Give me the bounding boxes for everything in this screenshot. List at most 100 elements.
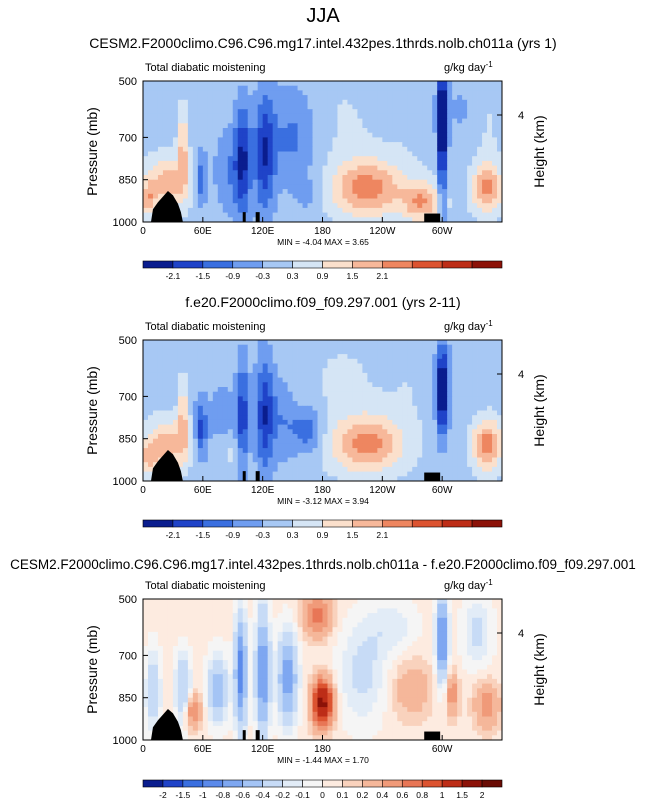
heatmap-cell: [452, 81, 458, 87]
heatmap-cell: [302, 170, 308, 176]
heatmap-cell: [267, 424, 274, 430]
heatmap-cell: [282, 608, 288, 614]
heatmap-cell: [257, 349, 264, 355]
heatmap-cell: [437, 603, 443, 609]
heatmap-cell: [442, 466, 448, 472]
heatmap-cell: [377, 617, 383, 623]
heatmap-cell: [367, 622, 373, 628]
heatmap-cell: [257, 415, 264, 421]
heatmap-cell: [327, 391, 333, 397]
heatmap-cell: [487, 212, 493, 218]
heatmap-cell: [492, 193, 498, 199]
heatmap-cell: [427, 363, 433, 369]
heatmap-cell: [242, 613, 249, 619]
heatmap-cell: [357, 424, 363, 430]
heatmap-cell: [387, 349, 393, 355]
heatmap-cell: [382, 622, 388, 628]
heatmap-cell: [412, 95, 418, 101]
heatmap-cell: [467, 189, 473, 195]
heatmap-cell: [342, 81, 348, 87]
heatmap-cell: [462, 340, 468, 346]
heatmap-cell: [372, 377, 378, 383]
heatmap-cell: [227, 203, 234, 209]
heatmap-cell: [242, 627, 249, 633]
heatmap-cell: [342, 175, 348, 181]
heatmap-cell: [412, 419, 418, 425]
heatmap-cell: [302, 109, 308, 115]
heatmap-cell: [167, 142, 174, 148]
heatmap-cell: [337, 391, 343, 397]
heatmap-cell: [377, 599, 383, 605]
heatmap-cell: [482, 151, 488, 157]
heatmap-cell: [297, 217, 303, 223]
heatmap-cell: [202, 391, 209, 397]
heatmap-cell: [437, 429, 443, 435]
heatmap-cell: [162, 340, 169, 346]
heatmap-cell: [207, 151, 214, 157]
y-tick-label: 700: [119, 391, 137, 403]
heatmap-cell: [322, 81, 328, 87]
heatmap-cell: [367, 175, 373, 181]
y2-tick-label: 4: [518, 369, 524, 381]
heatmap-cell: [262, 377, 269, 383]
heatmap-cell: [377, 405, 383, 411]
heatmap-cell: [322, 170, 328, 176]
heatmap-cell: [192, 448, 199, 454]
heatmap-cell: [257, 622, 264, 628]
heatmap-cell: [182, 175, 189, 181]
heatmap-cell: [417, 170, 423, 176]
heatmap-cell: [417, 466, 423, 472]
heatmap-cell: [412, 118, 418, 124]
heatmap-cell: [317, 401, 323, 407]
heatmap-cell: [432, 401, 438, 407]
heatmap-cell: [347, 113, 353, 119]
colorbar-label: 0.9: [317, 530, 329, 540]
heatmap-cell: [337, 434, 343, 440]
heatmap-cell: [222, 104, 229, 110]
heatmap-cell: [412, 599, 418, 605]
heatmap-cell: [282, 448, 288, 454]
heatmap-cell: [492, 363, 498, 369]
heatmap-cell: [277, 349, 284, 355]
heatmap-cell: [247, 99, 254, 105]
heatmap-cell: [217, 613, 224, 619]
heatmap-cell: [462, 448, 468, 454]
heatmap-cell: [382, 193, 388, 199]
heatmap-cell: [222, 603, 229, 609]
heatmap-cell: [287, 151, 293, 157]
heatmap-cell: [357, 358, 363, 364]
heatmap-cell: [212, 457, 219, 463]
heatmap-cell: [172, 377, 179, 383]
heatmap-cell: [282, 452, 288, 458]
heatmap-cell: [162, 146, 169, 152]
heatmap-cell: [257, 193, 264, 199]
heatmap-cell: [167, 358, 174, 364]
heatmap-cell: [332, 429, 338, 435]
heatmap-cell: [197, 358, 204, 364]
heatmap-cell: [182, 452, 189, 458]
heatmap-cell: [272, 452, 279, 458]
heatmap-cell: [232, 349, 239, 355]
heatmap-cell: [387, 405, 393, 411]
heatmap-cell: [167, 419, 174, 425]
heatmap-cell: [312, 448, 318, 454]
heatmap-cell: [262, 434, 269, 440]
y-axis-label: Pressure (mb): [84, 107, 100, 196]
heatmap-cell: [497, 599, 503, 605]
heatmap-cell: [212, 410, 219, 416]
heatmap-cell: [482, 410, 488, 416]
heatmap-cell: [452, 344, 458, 350]
heatmap-cell: [337, 608, 343, 614]
heatmap-cell: [152, 382, 159, 388]
heatmap-cell: [337, 354, 343, 360]
heatmap-cell: [262, 476, 269, 482]
heatmap-cell: [177, 401, 184, 407]
heatmap-cell: [412, 123, 418, 129]
heatmap-cell: [232, 354, 239, 360]
heatmap-cell: [492, 471, 498, 477]
heatmap-cell: [187, 217, 194, 223]
heatmap-cell: [302, 599, 308, 605]
heatmap-cell: [212, 212, 219, 218]
heatmap-cell: [322, 95, 328, 101]
heatmap-cell: [397, 203, 403, 209]
